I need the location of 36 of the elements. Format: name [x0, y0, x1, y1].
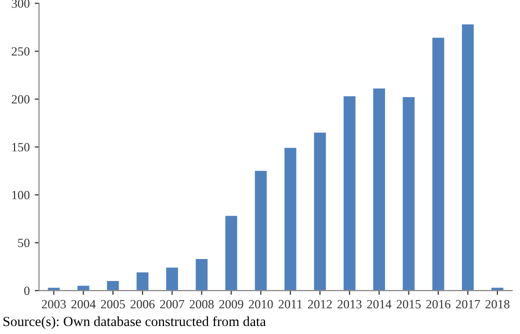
y-tick-label: 100: [12, 190, 30, 200]
bar: [462, 24, 474, 291]
bar: [314, 132, 326, 291]
x-tick-label: 2006: [130, 300, 155, 308]
x-tick-label: 2018: [485, 300, 510, 308]
bar: [432, 38, 444, 291]
y-tick-label: 150: [12, 142, 30, 152]
bar: [107, 281, 119, 291]
x-tick-label: 2011: [278, 300, 302, 308]
x-tick-label: 2015: [396, 300, 421, 308]
bar: [402, 97, 415, 291]
y-tick-label: 200: [12, 95, 30, 104]
x-tick-label: 2008: [190, 300, 214, 308]
bar: [284, 148, 296, 291]
bar: [344, 96, 356, 291]
x-tick-label: 2012: [308, 300, 332, 308]
bar: [373, 88, 386, 291]
x-tick-label: 2007: [160, 300, 184, 308]
y-tick-label: 50: [18, 238, 30, 248]
x-tick-label: 2013: [338, 300, 362, 308]
bar: [225, 216, 238, 291]
x-tick-label: 2016: [426, 300, 450, 308]
x-tick-label: 2010: [248, 300, 273, 308]
bar: [166, 268, 178, 291]
source-note: Source(s): Own database constructed from data: [4, 316, 266, 329]
x-tick-label: 2004: [71, 300, 96, 308]
x-tick-label: 2009: [219, 300, 244, 308]
x-tick-label: 2005: [100, 300, 125, 308]
x-tick-label: 2003: [42, 300, 66, 308]
x-tick-label: 2014: [367, 300, 392, 308]
x-tick-label: 2017: [456, 300, 480, 308]
bar: [196, 258, 208, 291]
y-tick-label: 0: [24, 286, 30, 296]
bar: [136, 272, 148, 291]
y-tick-label: 250: [12, 47, 30, 56]
bar: [254, 170, 267, 291]
